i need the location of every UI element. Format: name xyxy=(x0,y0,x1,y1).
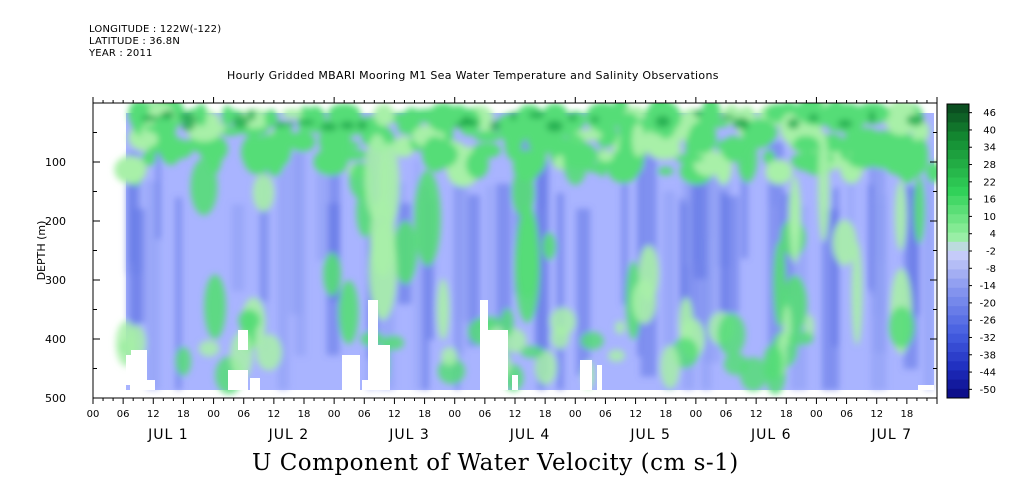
colorbar-label: 22 xyxy=(983,177,996,188)
colorbar-label: 28 xyxy=(983,160,996,171)
colorbar-label: 16 xyxy=(983,195,996,206)
x-hour-tick-label: 00 xyxy=(448,409,461,420)
x-hour-tick-label: 06 xyxy=(599,409,612,420)
colorbar-label: -44 xyxy=(980,368,996,379)
x-hour-tick-label: 06 xyxy=(478,409,491,420)
x-hour-tick-label: 18 xyxy=(659,409,672,420)
x-day-label: JUL 2 xyxy=(268,427,310,443)
y-axis-label: DEPTH (m) xyxy=(35,221,48,281)
x-hour-tick-label: 12 xyxy=(267,409,280,420)
year-label: YEAR : 2011 xyxy=(89,48,153,59)
y-tick-label: 500 xyxy=(45,392,66,405)
colorbar: 46 40 34 28 22 16 10 4 -2 -8 -14 -20 -26 -32 -38 -44 -50 xyxy=(946,103,996,399)
colorbar-label: -8 xyxy=(986,264,996,275)
x-hour-tick-label: 18 xyxy=(900,409,913,420)
x-day-label: JUL 7 xyxy=(871,427,913,443)
variable-title: U Component of Water Velocity (cm s-1) xyxy=(252,450,739,476)
x-hour-tick-label: 06 xyxy=(237,409,250,420)
colorbar-label: -50 xyxy=(980,385,996,396)
colorbar-label: -20 xyxy=(980,298,996,309)
x-hour-tick-label: 00 xyxy=(810,409,823,420)
chart-title: Hourly Gridded MBARI Mooring M1 Sea Wate… xyxy=(227,69,719,82)
x-hour-tick-label: 00 xyxy=(569,409,582,420)
longitude-label: LONGITUDE : 122W(-122) xyxy=(89,24,222,35)
x-hour-tick-label: 18 xyxy=(177,409,190,420)
x-hour-tick-label: 12 xyxy=(629,409,642,420)
latitude-label: LATITUDE : 36.8N xyxy=(89,36,181,47)
y-tick-label: 100 xyxy=(45,156,66,169)
x-hour-tick-label: 06 xyxy=(117,409,130,420)
colorbar-label: 4 xyxy=(990,229,996,240)
colorbar-label: -26 xyxy=(980,316,996,327)
plot-area xyxy=(114,103,937,395)
x-hour-tick-label: 12 xyxy=(750,409,763,420)
colorbar-label: -14 xyxy=(980,281,996,292)
axes: 00 06 12 18 00 06 12 18 00 06 12 18 00 06 12 18 00 06 12 18… xyxy=(35,97,938,443)
colorbar-label: -38 xyxy=(980,350,996,361)
x-hour-tick-label: 00 xyxy=(87,409,100,420)
x-hour-tick-label: 18 xyxy=(418,409,431,420)
x-hour-tick-label: 06 xyxy=(720,409,733,420)
x-day-label: JUL 4 xyxy=(509,427,551,443)
x-hour-tick-label: 12 xyxy=(509,409,522,420)
y-tick-label: 300 xyxy=(45,274,66,287)
x-hour-tick-label: 06 xyxy=(358,409,371,420)
y-tick-label: 200 xyxy=(45,215,66,228)
x-day-label: JUL 3 xyxy=(388,427,430,443)
x-day-label: JUL 1 xyxy=(147,427,189,443)
x-hour-tick-label: 18 xyxy=(298,409,311,420)
x-hour-tick-label: 18 xyxy=(539,409,552,420)
x-hour-tick-label: 00 xyxy=(689,409,702,420)
x-hour-tick-label: 00 xyxy=(207,409,220,420)
colorbar-label: 10 xyxy=(983,212,996,223)
x-hour-tick-label: 18 xyxy=(780,409,793,420)
colorbar-label: -32 xyxy=(980,333,996,344)
x-hour-tick-label: 06 xyxy=(840,409,853,420)
colorbar-label: -2 xyxy=(986,247,996,258)
x-day-label: JUL 5 xyxy=(629,427,671,443)
colorbar-label: 46 xyxy=(983,108,996,119)
x-hour-tick-label: 12 xyxy=(147,409,160,420)
x-hour-tick-label: 00 xyxy=(328,409,341,420)
x-hour-tick-label: 12 xyxy=(388,409,401,420)
x-hour-tick-label: 12 xyxy=(870,409,883,420)
x-day-label: JUL 6 xyxy=(750,427,792,443)
colorbar-label: 40 xyxy=(983,125,996,136)
colorbar-label: 34 xyxy=(983,143,996,154)
y-tick-label: 400 xyxy=(45,333,66,346)
